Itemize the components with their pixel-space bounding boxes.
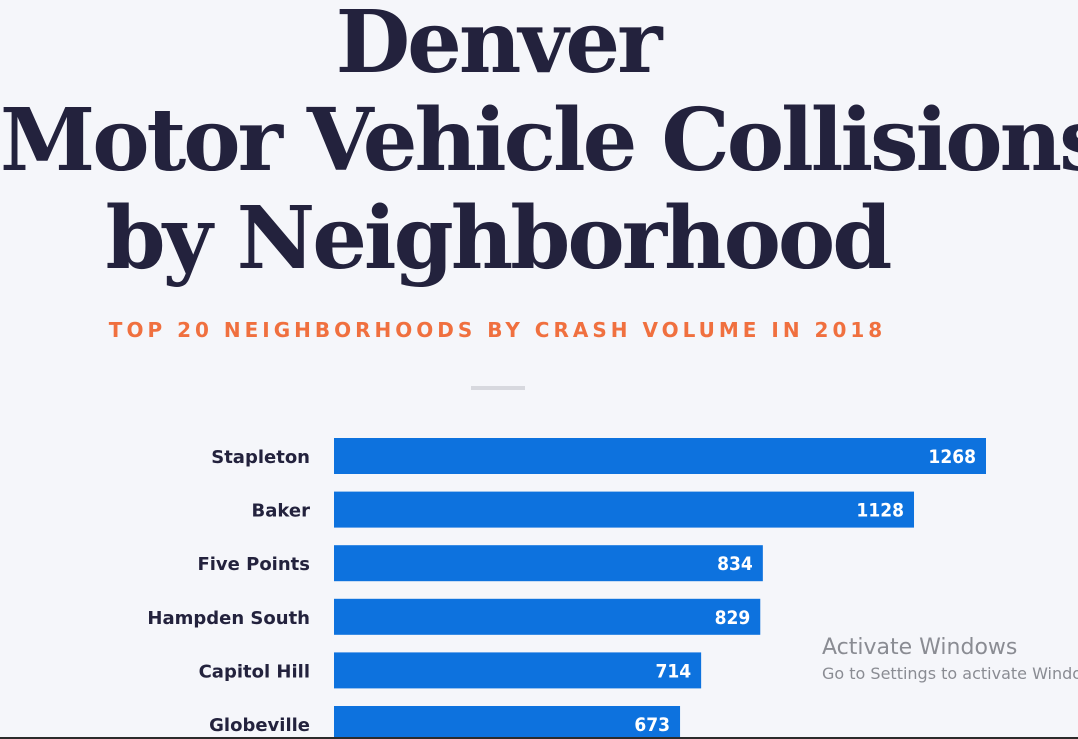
watermark-subtitle: Go to Settings to activate Windows. (822, 664, 1078, 683)
value-label: 829 (715, 607, 751, 629)
value-label: 1268 (928, 446, 976, 468)
category-label: Stapleton (211, 447, 310, 468)
chart-subtitle: TOP 20 NEIGHBORHOODS BY CRASH VOLUME IN … (108, 318, 887, 342)
watermark-title: Activate Windows (822, 635, 1018, 660)
category-label: Baker (252, 501, 311, 522)
bar (334, 652, 702, 689)
value-label: 714 (655, 660, 691, 682)
divider (471, 386, 525, 390)
title-line-1: Denver (335, 0, 663, 93)
category-label: Five Points (197, 554, 310, 575)
taskbar-edge (0, 737, 1078, 739)
category-label: Hampden South (147, 608, 310, 629)
bar (334, 545, 763, 582)
bar (334, 706, 681, 739)
category-label: Capitol Hill (199, 661, 310, 682)
windows-activation-watermark: Activate Windows Go to Settings to activ… (822, 634, 1078, 686)
bar (334, 438, 986, 474)
title-line-3: by Neighborhood (105, 188, 893, 289)
title-line-2: Motor Vehicle Collisions (0, 90, 1078, 191)
value-label: 834 (717, 553, 753, 575)
value-label: 1128 (856, 500, 904, 522)
bar (334, 598, 761, 635)
value-label: 673 (634, 714, 670, 736)
bar (334, 491, 915, 528)
category-label: Globeville (209, 715, 310, 736)
